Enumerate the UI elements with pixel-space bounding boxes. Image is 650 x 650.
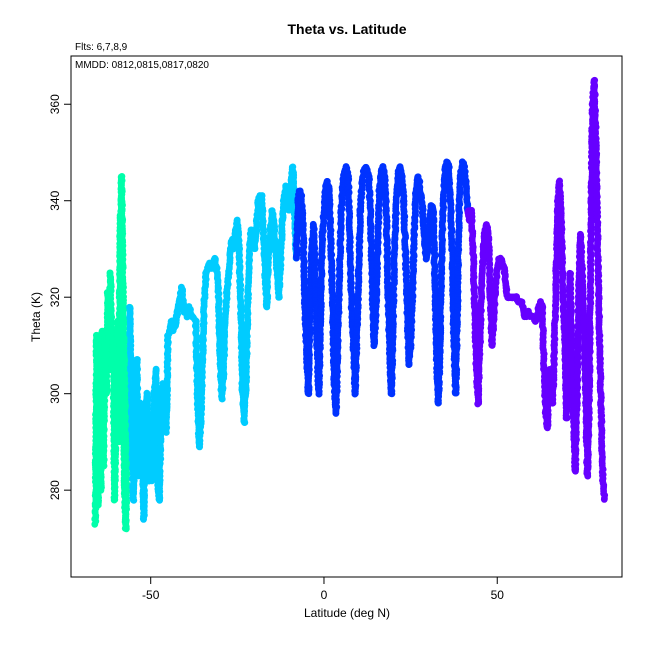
chart-subtitle: Flts: 6,7,8,9 [75, 42, 128, 53]
scatter-points [91, 76, 609, 533]
series-0 [91, 172, 134, 533]
series-1 [126, 163, 300, 523]
chart-title: Theta vs. Latitude [287, 21, 406, 37]
